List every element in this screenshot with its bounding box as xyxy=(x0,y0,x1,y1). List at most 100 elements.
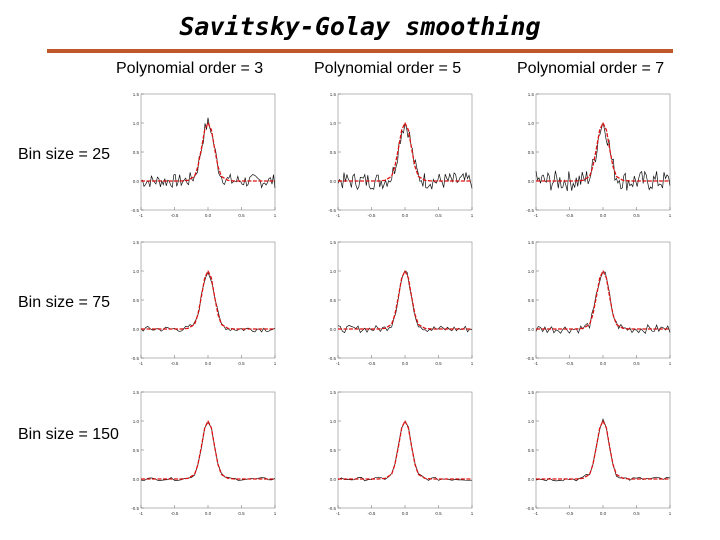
plot-panel-r2-c2: 1.5 1.0 0.5 0.0 -0.5 -1 -0.5 0.0 0.5 1 xyxy=(320,234,478,374)
smoothed-line xyxy=(338,122,472,182)
y-tick-label: 1.0 xyxy=(528,269,535,274)
x-tick-label: 0.0 xyxy=(402,511,409,516)
x-tick-label: 1 xyxy=(471,361,474,366)
column-label-order-3: Polynomial order = 3 xyxy=(116,60,264,77)
smoothed-line xyxy=(536,270,670,330)
y-tick-label: -0.5 xyxy=(526,506,534,511)
raw-data-line xyxy=(337,123,473,191)
column-label-order-7: Polynomial order = 7 xyxy=(517,60,665,77)
plot-frame xyxy=(535,93,671,211)
row-label-bin-25: Bin size = 25 xyxy=(18,146,111,163)
x-tick-label: -0.5 xyxy=(171,511,179,516)
x-tick-label: -0.5 xyxy=(566,213,574,218)
y-tick-label: 1.5 xyxy=(133,240,140,245)
x-tick-label: 0.0 xyxy=(205,511,212,516)
x-tick-label: -1 xyxy=(139,361,143,366)
y-tick-label: 0.5 xyxy=(528,150,535,155)
y-tick-label: 1.5 xyxy=(133,92,140,97)
x-tick-label: 0.0 xyxy=(600,511,607,516)
plot-svg: 1.51.00.50.0-0.5-1 -0.5 0.0 0.5 1 xyxy=(526,92,672,218)
y-tick-label: 0.0 xyxy=(528,477,535,482)
x-tick-label: -0.5 xyxy=(171,213,179,218)
x-tick-label: 1 xyxy=(669,213,672,218)
x-tick-label: 0.5 xyxy=(238,511,245,516)
x-tick-label: 0.0 xyxy=(205,361,212,366)
x-tick-label: 1 xyxy=(274,511,277,516)
y-tick-label: 0.0 xyxy=(330,327,337,332)
x-tick-label: 0.5 xyxy=(633,361,640,366)
x-tick-label: -1 xyxy=(336,213,340,218)
x-tick-label: 0.5 xyxy=(633,213,640,218)
page-title: Savitsky-Golay smoothing xyxy=(179,12,541,41)
y-tick-label: -0.5 xyxy=(131,506,139,511)
raw-data-line xyxy=(140,117,276,189)
y-tick-label: -0.5 xyxy=(328,208,336,213)
x-tick-label: 1 xyxy=(471,213,474,218)
x-tick-label: -1 xyxy=(336,511,340,516)
raw-data-line xyxy=(535,271,671,334)
x-tick-label: -0.5 xyxy=(368,511,376,516)
y-tick-label: 0.5 xyxy=(528,298,535,303)
x-tick-label: 0.5 xyxy=(435,213,442,218)
y-tick-label: -0.5 xyxy=(131,356,139,361)
raw-data-line xyxy=(140,271,276,333)
x-tick-label: 1 xyxy=(471,511,474,516)
y-tick-label: 0.0 xyxy=(133,477,140,482)
y-tick-label: 0.5 xyxy=(133,448,140,453)
plot-svg: 1.51.00.50.0-0.5-1 -0.5 0.0 0.5 1 xyxy=(328,92,474,218)
y-tick-label: 1.0 xyxy=(528,121,535,126)
y-tick-label: 1.5 xyxy=(133,390,140,395)
x-tick-label: -0.5 xyxy=(368,361,376,366)
y-tick-label: 1.0 xyxy=(330,121,337,126)
y-tick-label: 1.0 xyxy=(330,419,337,424)
y-tick-label: 0.0 xyxy=(330,179,337,184)
y-tick-label: 0.0 xyxy=(133,327,140,332)
y-tick-label: 1.0 xyxy=(133,419,140,424)
x-tick-label: 0.0 xyxy=(600,213,607,218)
x-tick-label: -1 xyxy=(534,511,538,516)
title-underline xyxy=(47,49,673,53)
x-tick-label: 0.5 xyxy=(435,511,442,516)
x-tick-label: 1 xyxy=(274,213,277,218)
y-tick-label: 1.5 xyxy=(330,390,337,395)
x-tick-label: -1 xyxy=(336,361,340,366)
plot-panel-r1-c2: 1.5 1.0 0.5 0.0 -0.5 -1 -0.5 0.0 0.5 1 xyxy=(320,86,478,226)
raw-data-line xyxy=(337,421,473,482)
smoothed-line xyxy=(536,122,670,182)
smoothed-line xyxy=(141,270,275,330)
x-tick-label: 0.0 xyxy=(205,213,212,218)
row-label-bin-75: Bin size = 75 xyxy=(18,294,111,311)
x-tick-label: -1 xyxy=(139,511,143,516)
y-tick-label: 1.0 xyxy=(133,121,140,126)
raw-data-line xyxy=(535,418,671,482)
y-tick-label: 1.0 xyxy=(133,269,140,274)
column-label-order-5: Polynomial order = 5 xyxy=(314,60,462,77)
plot-panel-r3-c1: 1.5 1.0 0.5 0.0 -0.5 -1 -0.5 0.0 0.5 1 xyxy=(123,384,281,524)
plot-svg: 1.51.00.50.0-0.5-1 -0.5 0.0 0.5 1 xyxy=(131,390,277,516)
plot-frame xyxy=(337,93,473,211)
y-tick-label: 1.5 xyxy=(330,240,337,245)
y-tick-label: -0.5 xyxy=(131,208,139,213)
x-tick-label: -0.5 xyxy=(368,213,376,218)
smoothed-line xyxy=(141,122,275,182)
y-tick-label: 0.5 xyxy=(133,298,140,303)
x-tick-label: 0.0 xyxy=(600,361,607,366)
smoothed-line xyxy=(536,420,670,480)
plot-svg: 1.51.00.50.0-0.5-1 -0.5 0.0 0.5 1 xyxy=(328,240,474,366)
plot-panel-r1-c1: 1.5 1.0 0.5 0.0 -0.5 -1 -0.5 0.0 0.5 1 xyxy=(123,86,281,226)
x-tick-label: 1 xyxy=(669,361,672,366)
plot-panel-r3-c2: 1.5 1.0 0.5 0.0 -0.5 -1 -0.5 0.0 0.5 1 xyxy=(320,384,478,524)
x-tick-label: -0.5 xyxy=(566,361,574,366)
row-label-bin-150: Bin size = 150 xyxy=(18,426,119,443)
plot-svg: 1.51.00.50.0-0.5-1 -0.5 0.0 0.5 1 xyxy=(131,92,277,218)
plot-svg: 1.51.00.50.0-0.5-1 -0.5 0.0 0.5 1 xyxy=(328,390,474,516)
y-tick-label: 1.5 xyxy=(528,92,535,97)
plot-svg: 1.51.00.50.0-0.5-1 -0.5 0.0 0.5 1 xyxy=(526,390,672,516)
x-tick-label: 0.0 xyxy=(402,213,409,218)
y-tick-label: 0.5 xyxy=(528,448,535,453)
y-tick-label: -0.5 xyxy=(328,356,336,361)
plot-svg: 1.51.00.50.0-0.5-1 -0.5 0.0 0.5 1 xyxy=(131,240,277,366)
smoothed-line xyxy=(338,270,472,330)
x-tick-label: 0.5 xyxy=(633,511,640,516)
x-tick-label: 0.5 xyxy=(238,213,245,218)
